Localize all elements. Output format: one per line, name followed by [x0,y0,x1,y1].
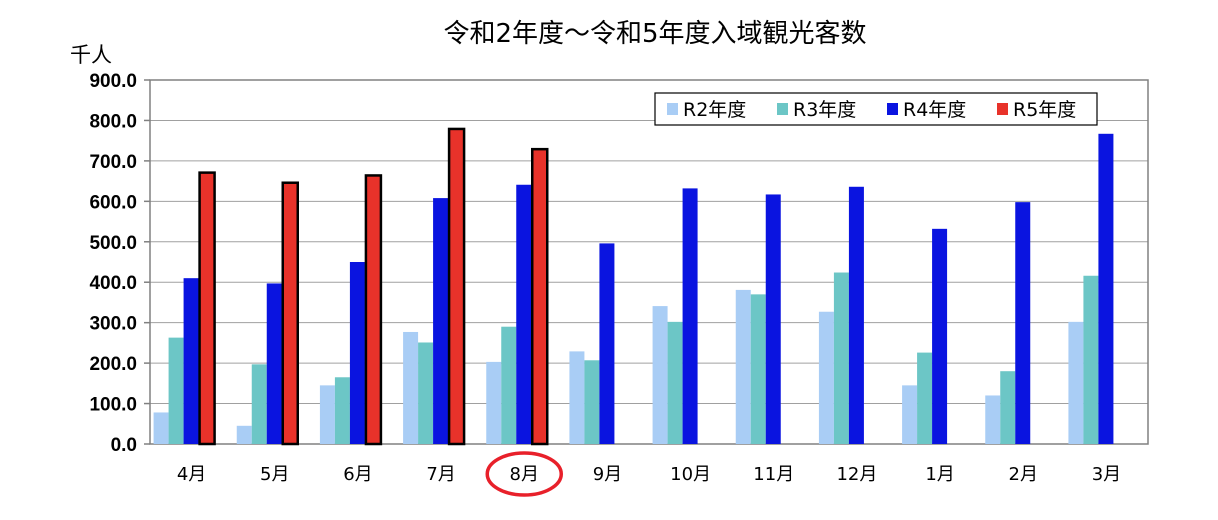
bar-R4年度-11月 [765,194,781,444]
bar-R2年度-11月 [735,289,751,444]
bar-R2年度-5月 [236,425,252,444]
x-tick-label: 1月 [925,464,954,485]
legend: R2年度 R3年度 R4年度 R5年度 [654,92,1098,126]
bar-R4年度-8月 [516,184,532,445]
bar-R2年度-6月 [319,385,335,444]
bar-R2年度-10月 [652,306,668,444]
x-tick-label: 8月 [510,464,539,485]
y-axis-ticks: 0.0 100.0 200.0 300.0 400.0 500.0 600.0 700.0 80… [89,71,150,456]
bar-R4年度-12月 [848,186,864,445]
y-tick-label: 0.0 [111,435,137,456]
legend-swatch [887,103,898,115]
bar-R4年度-1月 [932,228,948,444]
x-tick-label: 6月 [343,464,372,485]
bar-R3年度-6月 [334,377,350,444]
x-tick-label: 7月 [426,464,455,485]
bar-R5年度-6月 [364,174,383,446]
bar-R3年度-11月 [750,294,766,444]
bar-R3年度-9月 [584,360,600,444]
bar-R2年度-7月 [403,331,419,444]
bar-R4年度-4月 [183,278,199,444]
bar-R4年度-6月 [349,262,365,444]
bar-R3年度-4月 [168,337,184,444]
x-tick-label: 3月 [1092,464,1121,485]
bar-R3年度-1月 [917,352,933,444]
y-tick-label: 600.0 [89,192,137,213]
x-tick-label: 5月 [260,464,289,485]
y-tick-label: 100.0 [89,395,137,416]
bar-R5年度-8月 [531,147,549,446]
bar-R2年度-4月 [153,412,169,444]
bar-R3年度-8月 [501,326,517,444]
y-tick-label: 800.0 [89,111,137,132]
x-tick-label: 9月 [593,464,622,485]
y-tick-label: 500.0 [89,233,137,254]
bar-R3年度-12月 [833,272,849,444]
x-tick-label: 12月 [836,464,877,485]
bar-R2年度-1月 [902,385,918,444]
gridlines [150,119,1148,405]
legend-swatch [777,103,788,115]
plot-area [149,79,1149,445]
x-tick-label: 2月 [1009,464,1038,485]
chart-title: 令和2年度～令和5年度入域観光客数 [443,19,866,49]
bar-R3年度-10月 [667,321,683,444]
bar-R4年度-7月 [433,198,449,444]
y-tick-label: 400.0 [89,273,137,294]
x-tick-label: 4月 [177,464,206,485]
bar-R3年度-3月 [1083,275,1099,444]
bar-R3年度-7月 [418,342,434,444]
bar-R4年度-2月 [1015,202,1031,444]
legend-label: R3年度 [793,99,856,121]
y-tick-label: 700.0 [89,152,137,173]
legend-label: R4年度 [903,99,966,121]
x-axis-ticks: 4月 5月 6月 7月 8月 9月 10月 11月 12月 1月 2月 3月 [177,464,1121,485]
bar-R4年度-5月 [266,283,282,444]
y-tick-label: 300.0 [89,314,137,335]
bar-R2年度-2月 [985,395,1001,444]
bar-R5年度-4月 [198,171,216,446]
legend-swatch [667,103,678,115]
legend-swatch [997,103,1008,115]
legend-box [654,92,1098,126]
x-tick-label: 10月 [670,464,711,485]
bars [153,127,1114,446]
bar-R2年度-3月 [1068,321,1084,444]
bar-R2年度-12月 [818,311,834,444]
y-tick-label: 200.0 [89,354,137,375]
legend-label: R2年度 [683,99,746,121]
highlight-circle [485,451,563,497]
y-axis-unit: 千人 [70,43,112,67]
bar-R3年度-5月 [251,364,267,444]
bar-R4年度-10月 [682,188,698,444]
x-tick-label: 11月 [753,464,794,485]
bar-R4年度-3月 [1098,133,1114,444]
bar-R2年度-9月 [569,351,585,444]
legend-label: R5年度 [1013,99,1076,121]
bar-R2年度-8月 [486,361,502,444]
bar-R3年度-2月 [1000,371,1016,444]
bar-R4年度-9月 [599,243,615,444]
bar-R5年度-7月 [447,127,466,446]
bar-R5年度-5月 [281,181,299,446]
y-tick-label: 900.0 [89,71,137,92]
